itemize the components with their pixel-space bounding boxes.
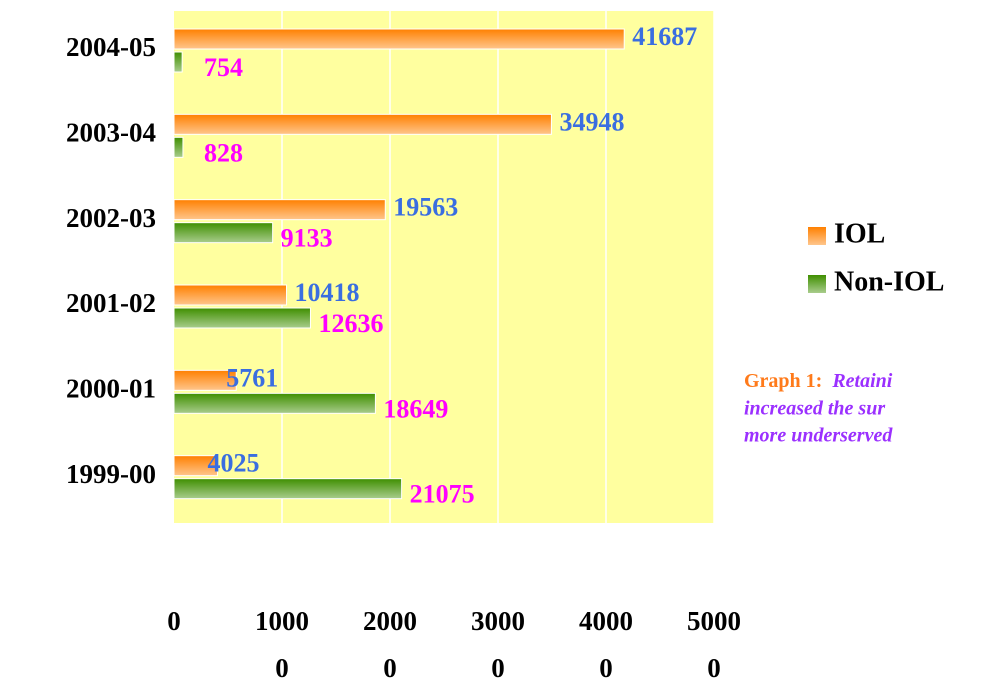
- legend-swatch-shine: [808, 227, 826, 245]
- x-tick-label: 0: [167, 606, 181, 636]
- y-tick-label: 2004-05: [66, 32, 156, 62]
- x-tick-label: 20000: [363, 606, 417, 683]
- bar-shine: [174, 29, 625, 49]
- value-label: 828: [204, 138, 243, 167]
- bar-shine: [174, 370, 237, 391]
- y-tick-label: 2001-02: [66, 288, 156, 318]
- x-tick-label: 50000: [687, 606, 741, 683]
- bar-shine: [174, 137, 183, 158]
- value-label: 9133: [281, 224, 333, 253]
- value-label: 19563: [393, 193, 458, 222]
- bar-shine: [174, 393, 376, 414]
- plot-background: [174, 11, 714, 523]
- bar-shine: [174, 285, 287, 305]
- legend-label: IOL: [834, 218, 885, 249]
- value-label: 18649: [383, 394, 448, 423]
- caption: Graph 1: Retaini: [744, 370, 893, 392]
- caption-line: increased the sur: [744, 398, 885, 420]
- legend-swatch-shine: [808, 275, 826, 293]
- bar-shine: [174, 308, 311, 328]
- caption-line: more underserved: [744, 425, 893, 447]
- value-label: 10418: [295, 278, 360, 307]
- y-tick-label: 2003-04: [66, 118, 156, 148]
- value-label: 21075: [410, 480, 475, 509]
- x-tick-label: 40000: [579, 606, 633, 683]
- bar-shine: [174, 199, 386, 220]
- value-label: 12636: [318, 309, 383, 338]
- value-label: 41687: [632, 22, 697, 51]
- x-tick-label: 30000: [471, 606, 525, 683]
- caption-line: Retaini: [831, 370, 892, 392]
- bar-shine: [174, 478, 402, 499]
- value-label: 754: [204, 53, 243, 82]
- y-tick-label: 2002-03: [66, 203, 156, 233]
- caption-label: Graph 1:: [744, 370, 822, 392]
- bar-shine: [174, 455, 218, 476]
- x-tick-label: 10000: [255, 606, 309, 683]
- bar-shine: [174, 114, 552, 135]
- y-tick-label: 1999-00: [66, 459, 156, 489]
- bar-shine: [174, 52, 183, 72]
- bar-shine: [174, 222, 273, 243]
- value-label: 4025: [207, 449, 259, 478]
- value-label: 34948: [559, 107, 624, 136]
- legend-label: Non-IOL: [834, 266, 944, 297]
- value-label: 5761: [226, 363, 278, 392]
- y-tick-label: 2000-01: [66, 374, 156, 404]
